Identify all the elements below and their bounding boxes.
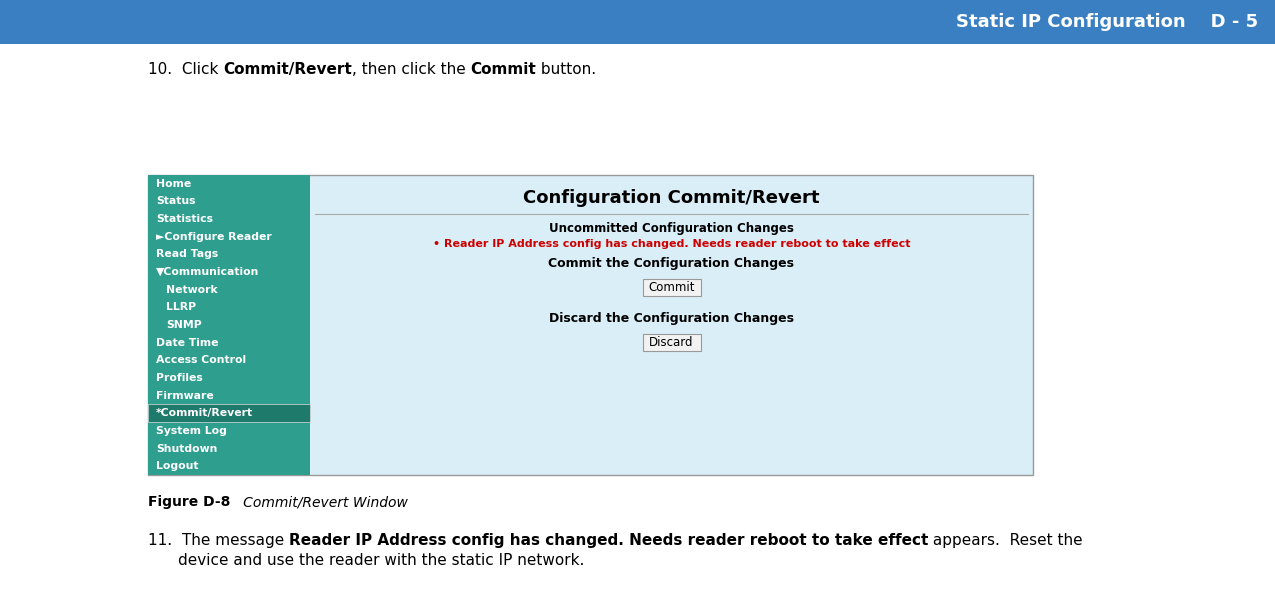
- Text: device and use the reader with the static IP network.: device and use the reader with the stati…: [179, 553, 584, 568]
- Text: Firmware: Firmware: [156, 390, 214, 401]
- Text: 11.  The message: 11. The message: [148, 533, 289, 548]
- Text: Access Control: Access Control: [156, 355, 246, 365]
- Text: Discard the Configuration Changes: Discard the Configuration Changes: [550, 312, 794, 325]
- Text: Configuration Commit/Revert: Configuration Commit/Revert: [523, 189, 820, 207]
- Text: Profiles: Profiles: [156, 373, 203, 383]
- Text: 10.  Click: 10. Click: [148, 62, 223, 77]
- Bar: [148, 175, 310, 475]
- Text: Shutdown: Shutdown: [156, 443, 217, 453]
- Bar: [148, 175, 1033, 475]
- Bar: [0, 0, 1275, 44]
- Text: Logout: Logout: [156, 461, 199, 471]
- Bar: [148, 404, 310, 422]
- Text: Home: Home: [156, 179, 191, 189]
- Text: • Reader IP Address config has changed. Needs reader reboot to take effect: • Reader IP Address config has changed. …: [432, 239, 910, 249]
- Text: appears.  Reset the: appears. Reset the: [928, 533, 1084, 548]
- Text: Uncommitted Configuration Changes: Uncommitted Configuration Changes: [550, 222, 794, 235]
- Text: Status: Status: [156, 196, 195, 206]
- Text: Statistics: Statistics: [156, 214, 213, 224]
- Text: Date Time: Date Time: [156, 338, 218, 348]
- Text: SNMP: SNMP: [166, 320, 201, 330]
- Text: Commit/Revert: Commit/Revert: [223, 62, 352, 77]
- Text: Commit the Configuration Changes: Commit the Configuration Changes: [548, 257, 794, 270]
- Text: System Log: System Log: [156, 426, 227, 436]
- Text: Network: Network: [166, 285, 218, 295]
- Text: *Commit/Revert: *Commit/Revert: [156, 408, 254, 418]
- Text: Commit: Commit: [470, 62, 537, 77]
- Text: Static IP Configuration    D - 5: Static IP Configuration D - 5: [956, 13, 1258, 31]
- Text: Discard: Discard: [649, 336, 694, 349]
- Bar: [643, 334, 700, 351]
- Text: ►Configure Reader: ►Configure Reader: [156, 232, 272, 242]
- Text: Commit: Commit: [648, 281, 695, 294]
- Text: Read Tags: Read Tags: [156, 249, 218, 259]
- Text: Figure D-8: Figure D-8: [148, 495, 231, 509]
- Text: LLRP: LLRP: [166, 303, 196, 312]
- Text: , then click the: , then click the: [352, 62, 470, 77]
- Text: Commit/Revert Window: Commit/Revert Window: [231, 495, 408, 509]
- Text: Reader IP Address config has changed. Needs reader reboot to take effect: Reader IP Address config has changed. Ne…: [289, 533, 928, 548]
- Text: button.: button.: [537, 62, 597, 77]
- Bar: [643, 279, 700, 296]
- Text: ▼Communication: ▼Communication: [156, 267, 259, 277]
